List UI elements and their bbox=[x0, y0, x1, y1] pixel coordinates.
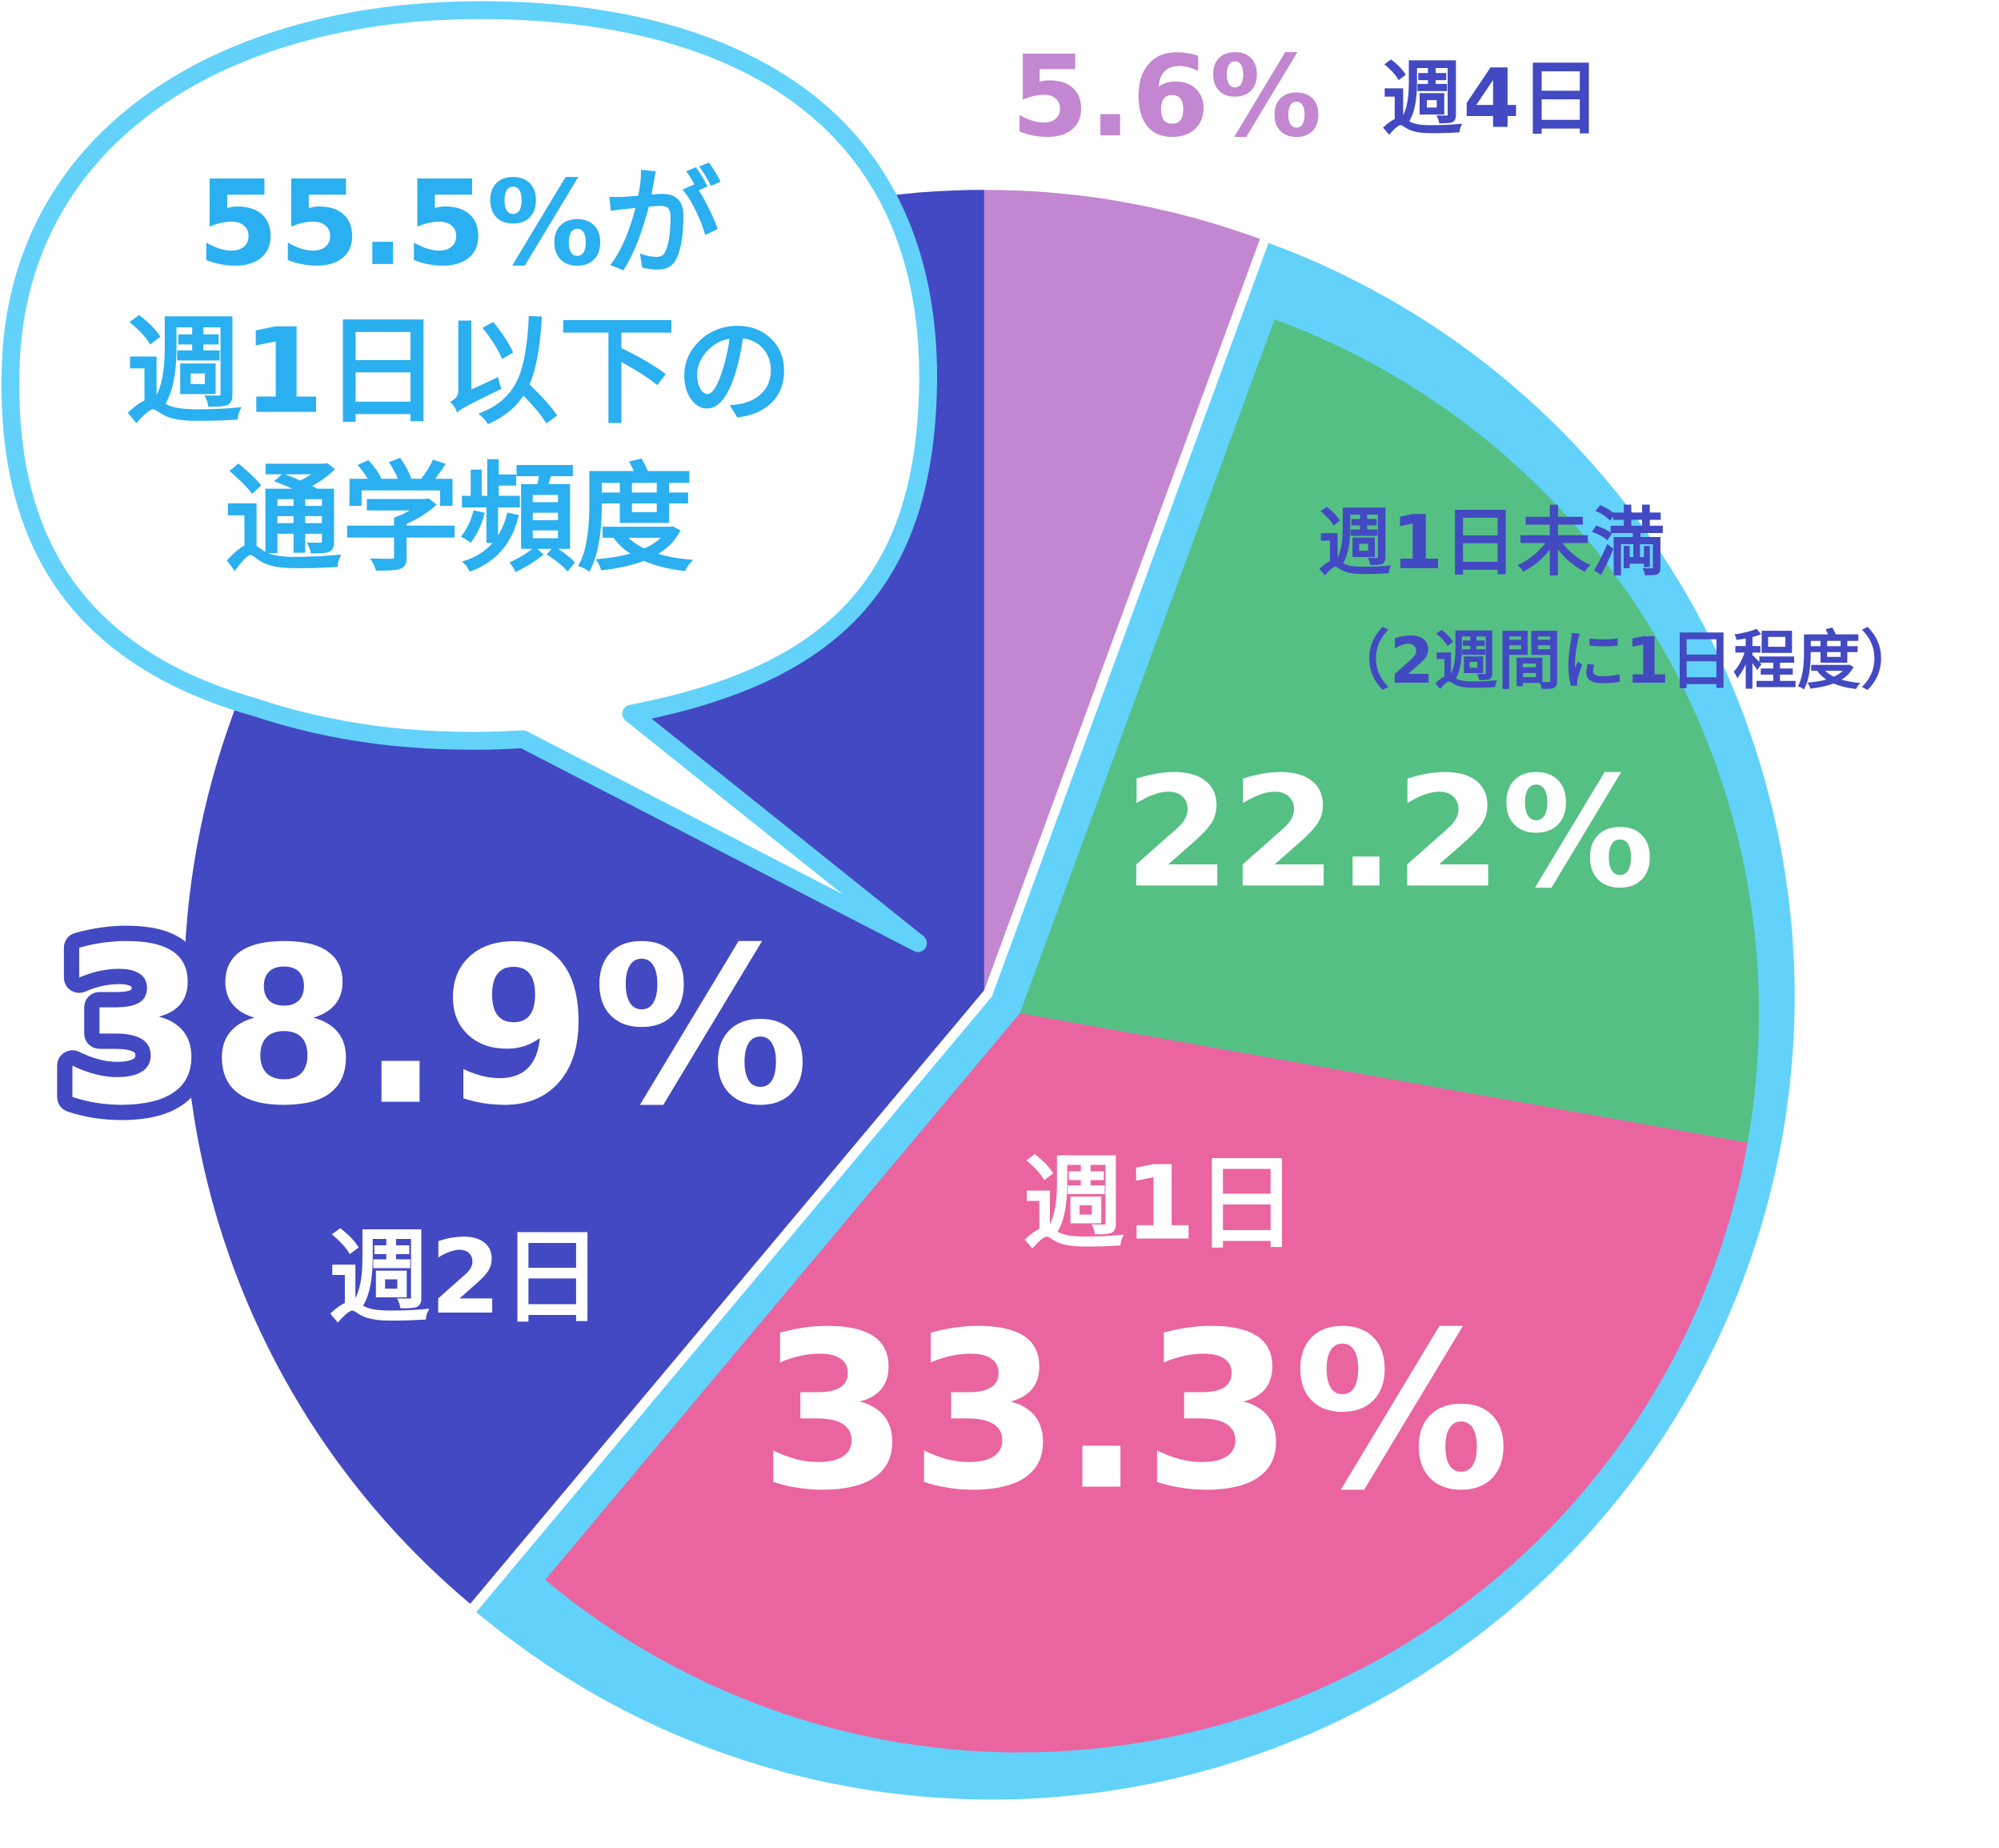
annotation: （2週間に1日程度） bbox=[1326, 623, 1925, 698]
callout-bubble bbox=[1, 1, 937, 952]
pie-slice bbox=[1020, 319, 1760, 1143]
pie-slice bbox=[545, 1012, 1748, 1753]
value-label: 5.6% bbox=[1011, 32, 1322, 162]
category-label: 週2日 bbox=[328, 1219, 603, 1337]
callout-line: 通学頻度 bbox=[225, 451, 694, 587]
value-label: 22.2% bbox=[1124, 744, 1655, 922]
value-label: 33.3% bbox=[759, 1286, 1510, 1538]
callout-line: 週1日以下の bbox=[126, 303, 793, 440]
value-label: 38.9% bbox=[58, 901, 809, 1153]
category-label: 週1日未満 bbox=[1318, 499, 1665, 586]
category-label: 週4日 bbox=[1381, 51, 1601, 146]
callout-line: 55.5%が bbox=[197, 155, 721, 292]
category-label: 週1日 bbox=[1023, 1144, 1297, 1263]
pie-slice bbox=[983, 190, 1260, 991]
